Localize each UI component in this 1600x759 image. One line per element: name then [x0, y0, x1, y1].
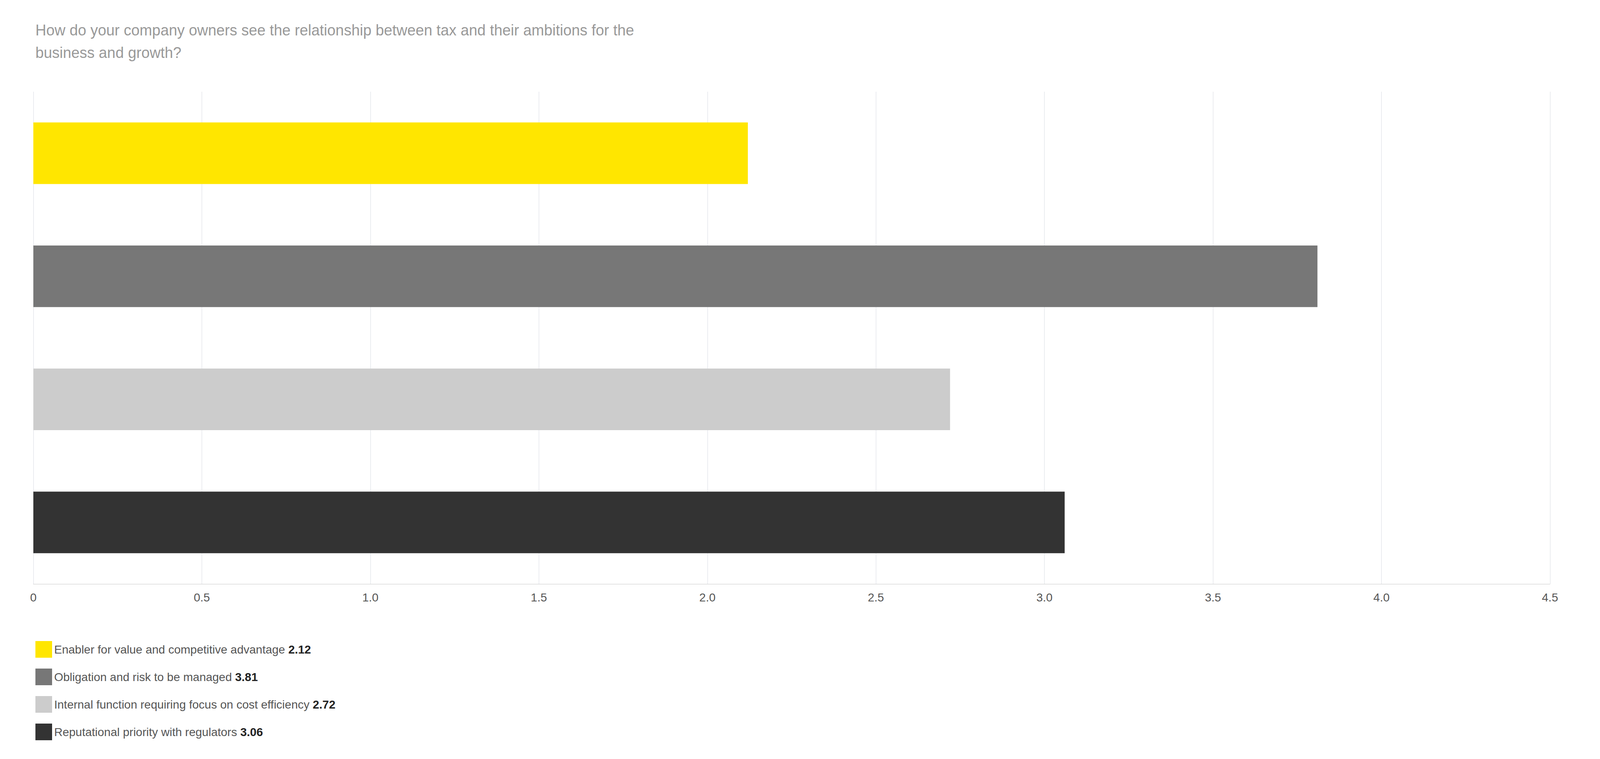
svg-text:4.5: 4.5 [1542, 590, 1559, 604]
svg-text:Obligation and risk to be mana: Obligation and risk to be managed [54, 670, 235, 684]
svg-text:1.5: 1.5 [530, 590, 548, 604]
svg-text:How do your company owners see: How do your company owners see the relat… [35, 21, 635, 39]
svg-text:3.81: 3.81 [235, 670, 258, 684]
svg-text:3.5: 3.5 [1205, 590, 1222, 604]
svg-text:2.0: 2.0 [699, 590, 716, 604]
svg-text:Enabler for value and competit: Enabler for value and competitive advant… [54, 642, 289, 656]
svg-text:2.12: 2.12 [288, 642, 312, 656]
svg-text:3.0: 3.0 [1036, 590, 1053, 604]
svg-text:0: 0 [30, 590, 37, 604]
svg-text:2.5: 2.5 [867, 590, 885, 604]
svg-text:1.0: 1.0 [362, 590, 379, 604]
svg-text:4.0: 4.0 [1373, 590, 1390, 604]
svg-text:Reputational priority with reg: Reputational priority with regulators [54, 725, 241, 739]
svg-text:Internal function requiring fo: Internal function requiring focus on cos… [54, 697, 313, 711]
svg-text:0.5: 0.5 [193, 590, 210, 604]
svg-text:2.72: 2.72 [312, 697, 336, 711]
svg-text:business and growth?: business and growth? [35, 44, 182, 62]
svg-text:3.06: 3.06 [240, 725, 264, 739]
